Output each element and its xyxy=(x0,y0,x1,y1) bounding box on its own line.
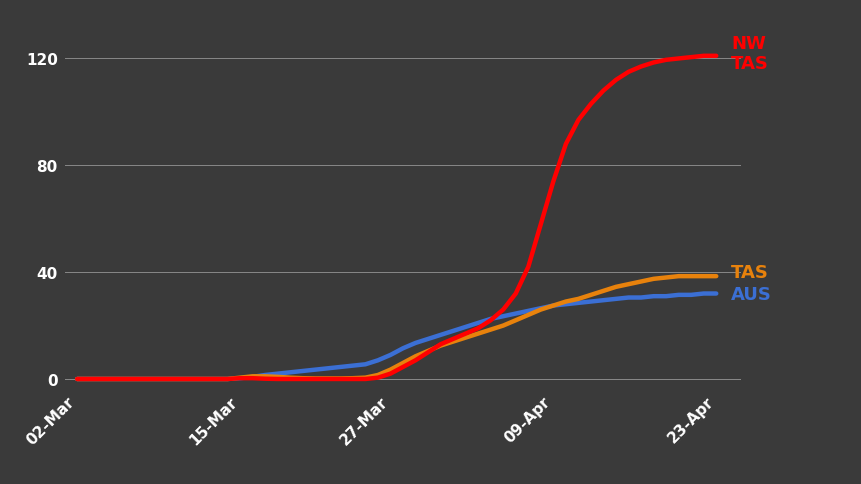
Text: NW
TAS: NW TAS xyxy=(730,35,768,73)
Text: AUS: AUS xyxy=(730,285,771,303)
Text: TAS: TAS xyxy=(730,264,768,282)
